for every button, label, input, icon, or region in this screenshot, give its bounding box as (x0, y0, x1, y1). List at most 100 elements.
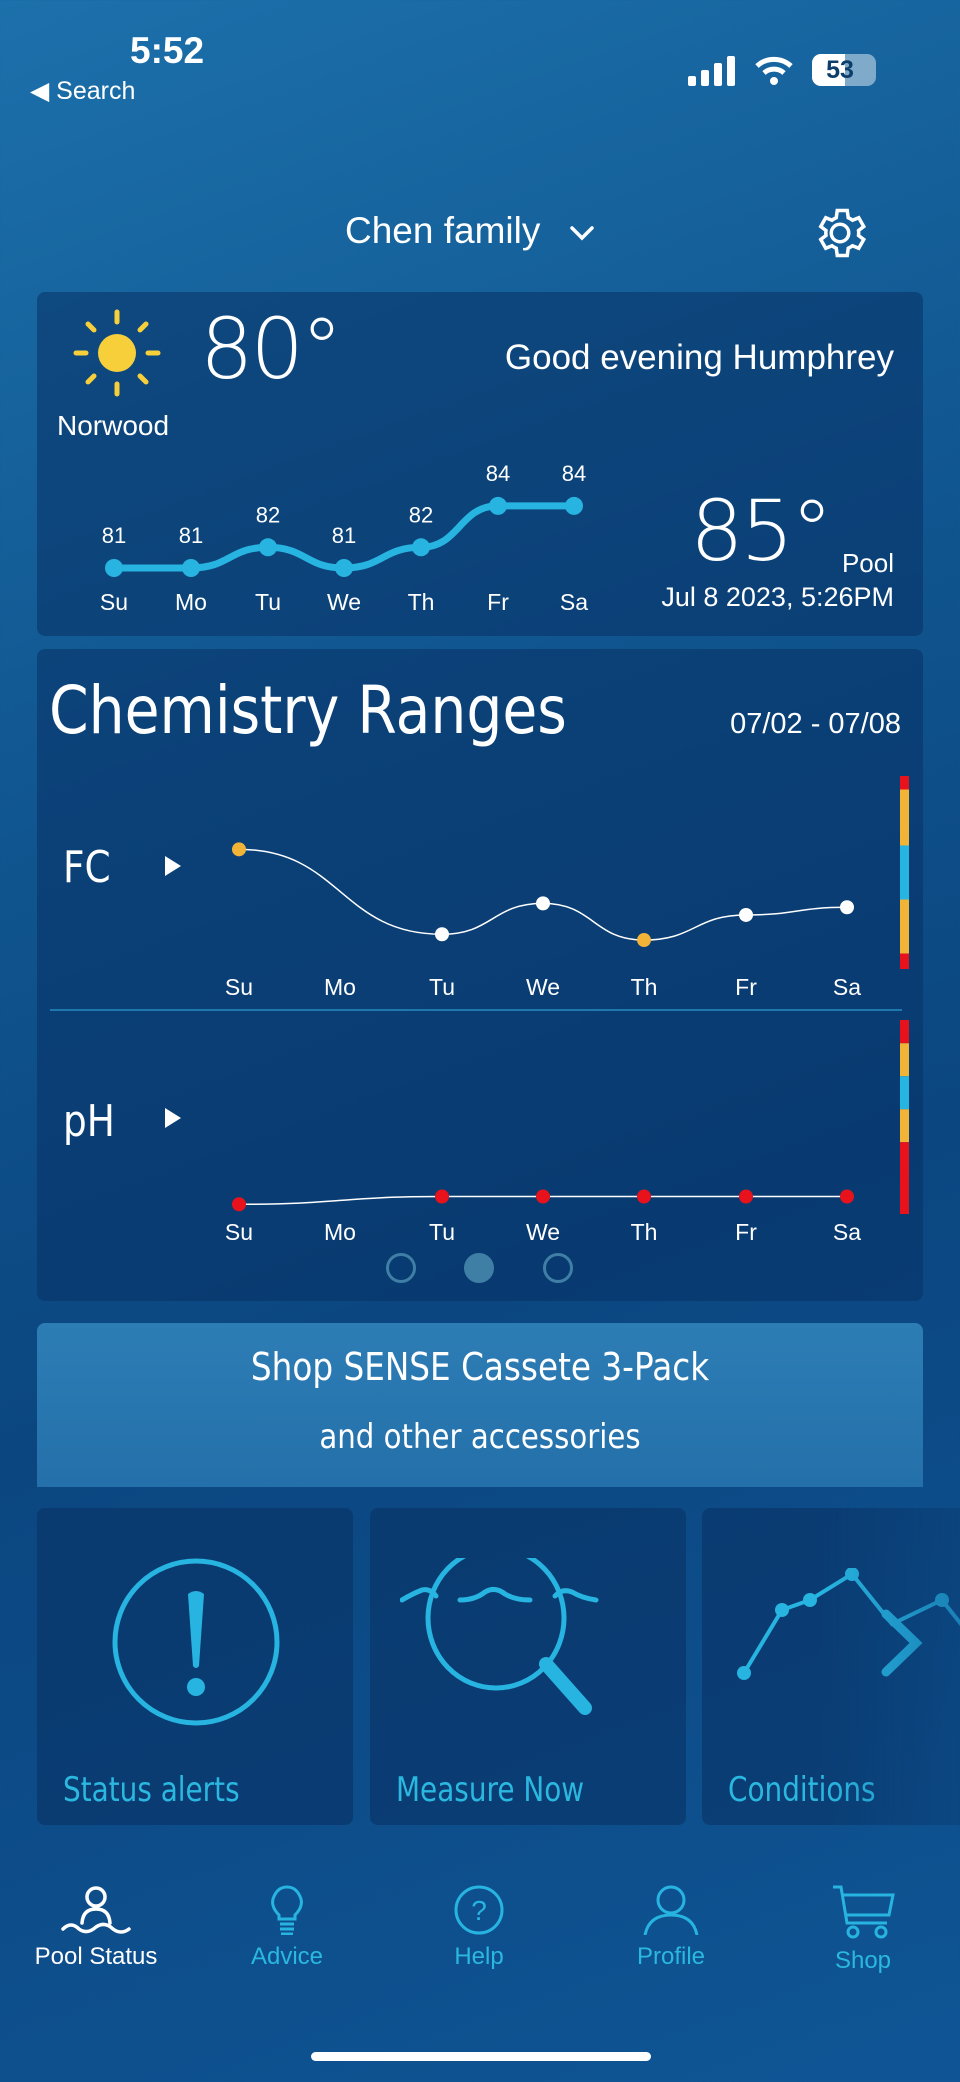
day-label: Fr (735, 974, 757, 1000)
svg-text:?: ? (471, 1895, 487, 1926)
lightbulb-icon (271, 1885, 303, 1935)
signal-icon (688, 56, 735, 86)
fc-point (739, 907, 753, 922)
swimmer-icon (61, 1886, 131, 1934)
ph-range-bar-yellow (900, 1109, 909, 1143)
pager-dot-3[interactable] (543, 1253, 573, 1283)
home-indicator[interactable] (311, 2052, 651, 2061)
cart-icon (833, 1885, 895, 1939)
tile-label: Measure Now (396, 1770, 585, 1810)
sun-icon (73, 309, 161, 397)
temperature-value-label: 84 (562, 461, 586, 486)
help-icon: ? (454, 1885, 504, 1935)
day-label: We (526, 974, 560, 1000)
nav-label: Help (454, 1943, 504, 1970)
fc-range-bar-yellow (900, 789, 909, 846)
ph-point (232, 1197, 246, 1212)
day-label: Su (225, 1219, 253, 1245)
temperature-point (489, 496, 507, 515)
temperature-point (335, 559, 353, 577)
temperature-value-label: 81 (332, 523, 356, 548)
ph-point (637, 1189, 651, 1204)
nav-label: Pool Status (34, 1943, 158, 1970)
alert-icon (112, 1558, 280, 1726)
ph-expand-arrow-icon[interactable] (164, 1107, 182, 1129)
nav-help[interactable]: ? Help (404, 1885, 554, 1971)
temperature-point (105, 559, 123, 577)
fc-range-bar-red (900, 776, 909, 790)
chemistry-card[interactable] (37, 649, 923, 1301)
chevron-down-icon (569, 226, 594, 241)
temperature-value-label: 82 (409, 502, 433, 527)
location: Norwood (57, 410, 170, 441)
measure-now-tile[interactable]: Measure Now (370, 1508, 686, 1825)
magnifier-water-icon (400, 1558, 599, 1715)
status-alerts-tile[interactable]: Status alerts (37, 1508, 353, 1825)
greeting: Good evening Humphrey (504, 338, 894, 377)
fc-point (536, 896, 550, 911)
temperature-point (565, 496, 583, 515)
day-label: Sa (833, 974, 861, 1000)
pager-dot-2-active[interactable] (464, 1253, 494, 1283)
temperature-value-label: 84 (486, 461, 510, 486)
day-label: Tu (255, 589, 281, 615)
chemistry-date-range: 07/02 - 07/08 (730, 708, 901, 740)
ph-point (739, 1189, 753, 1204)
profile-icon (643, 1885, 699, 1935)
day-label: Su (100, 589, 128, 615)
fc-label: FC (63, 842, 111, 893)
day-label: We (526, 1219, 560, 1245)
fc-point (232, 842, 246, 857)
day-label: Th (631, 1219, 658, 1245)
tile-label: Status alerts (63, 1770, 240, 1810)
battery-level: 53 (826, 56, 854, 84)
ph-label: pH (63, 1096, 115, 1147)
trend-chart-icon (737, 1568, 960, 1680)
temperature-forecast-chart: 81 Su 81 Mo 82 Tu 81 We 82 Th 84 Fr 84 Sa (100, 461, 588, 615)
day-label: Fr (487, 589, 509, 615)
banner-title: Shop SENSE Cassete 3-Pack (250, 1345, 710, 1389)
chart-divider (50, 1009, 902, 1011)
nav-pool-status[interactable]: Pool Status (21, 1885, 171, 1971)
day-label: Sa (833, 1219, 861, 1245)
chemistry-title: Chemistry Ranges (49, 672, 567, 749)
fc-range-bar-blue (900, 845, 909, 900)
day-label: Mo (175, 589, 207, 615)
fc-range-bar-red (900, 953, 909, 969)
gear-icon[interactable] (810, 203, 870, 263)
temperature-value-label: 81 (179, 523, 203, 548)
wifi-icon (755, 56, 793, 85)
day-label: Su (225, 974, 253, 1000)
nav-label: Profile (636, 1943, 706, 1970)
account-selector[interactable]: Chen family (345, 210, 595, 252)
day-label: Tu (429, 1219, 455, 1245)
chevron-right-icon[interactable] (878, 1608, 928, 1678)
day-label: Mo (324, 974, 356, 1000)
conditions-tile[interactable]: Conditions (702, 1508, 960, 1825)
chemistry-chart: Su Mo Tu We Th Fr Sa Su Mo Tu We Th Fr Sa (225, 776, 909, 1245)
ph-range-bar-blue (900, 1076, 909, 1110)
fc-point (840, 900, 854, 915)
battery-icon: 53 (812, 54, 876, 86)
day-label: We (327, 589, 361, 615)
ph-point (536, 1189, 550, 1204)
nav-shop[interactable]: Shop (788, 1885, 938, 1975)
ph-range-bar-red (900, 1020, 909, 1044)
reading-timestamp: Jul 8 2023, 5:26PM (661, 582, 894, 612)
nav-advice[interactable]: Advice (212, 1885, 362, 1971)
account-name: Chen family (345, 210, 541, 251)
back-to-search-link[interactable]: ◀ Search (30, 77, 136, 105)
temperature-point (412, 538, 430, 557)
nav-label: Advice (250, 1943, 324, 1970)
nav-profile[interactable]: Profile (596, 1885, 746, 1971)
day-label: Mo (324, 1219, 356, 1245)
pool-label: Pool (841, 548, 894, 578)
shop-banner[interactable]: Shop SENSE Cassete 3-Pack and other acce… (37, 1323, 923, 1487)
day-label: Tu (429, 974, 455, 1000)
day-label: Th (408, 589, 435, 615)
weather-card[interactable] (37, 292, 923, 636)
pager-dot-1[interactable] (386, 1253, 416, 1283)
ph-point (840, 1189, 854, 1204)
fc-expand-arrow-icon[interactable] (164, 855, 182, 877)
tile-label: Conditions (728, 1770, 876, 1810)
